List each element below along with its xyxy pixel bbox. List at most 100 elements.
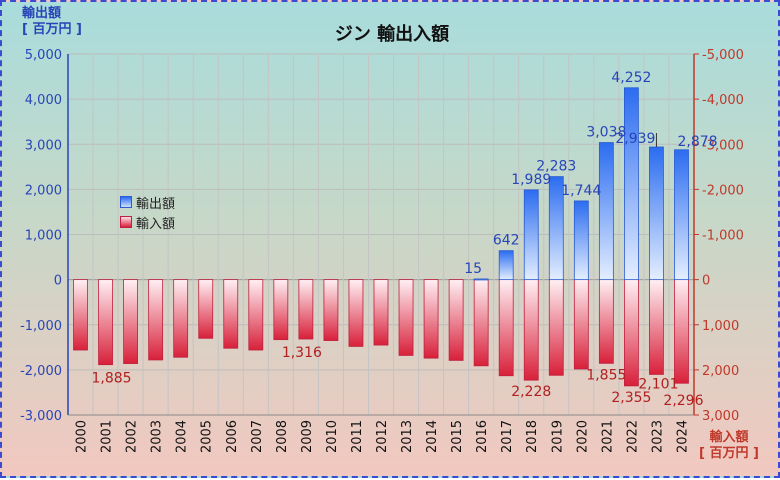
bar-import [548, 279, 564, 376]
data-label-import: 1,316 [282, 345, 322, 361]
data-label-export: 2,283 [536, 159, 576, 175]
bar-import [448, 279, 464, 361]
x-tick-label: 2013 [400, 420, 415, 453]
y-tick-left: 4,000 [25, 93, 62, 108]
bar-import [298, 279, 314, 340]
bar-import [373, 279, 389, 346]
right-unit-line1: 輸入額 [709, 430, 749, 445]
data-label-export: 4,252 [611, 70, 651, 86]
data-label-import: 1,885 [92, 371, 132, 387]
data-label-import: 1,855 [586, 367, 626, 383]
legend-item-import: 輸入額 [120, 212, 175, 232]
bar-import [198, 279, 214, 339]
bar-export [473, 278, 489, 281]
legend-label-export: 輸出額 [136, 196, 176, 212]
y-tick-left: 5,000 [25, 48, 62, 63]
x-tick-label: 2022 [625, 420, 640, 453]
bar-import [473, 279, 489, 367]
x-tick-label: 2021 [600, 420, 615, 453]
bar-import [98, 279, 113, 366]
x-tick-label: 2007 [250, 420, 265, 453]
x-tick-label: 2014 [425, 420, 440, 453]
bar-import [123, 279, 138, 364]
x-tick-label: 2012 [375, 420, 390, 453]
bar-import [523, 279, 539, 381]
data-label-export: 3,038 [586, 125, 626, 141]
data-label-export: 1,744 [561, 183, 601, 199]
bar-import [624, 279, 639, 387]
legend-item-export: 輸出額 [120, 192, 175, 212]
x-tick-label: 2001 [100, 420, 115, 453]
x-tick-label: 2018 [525, 420, 540, 453]
x-tick-label: 2011 [350, 420, 365, 453]
bar-export [548, 176, 564, 281]
bar-import [323, 279, 339, 341]
bar-import [674, 279, 689, 384]
bar-export [649, 146, 664, 281]
data-label-export: 1,989 [511, 172, 551, 188]
y-tick-left: 1,000 [25, 229, 62, 244]
data-label-import: 2,228 [511, 384, 551, 400]
y-tick-left: -1,000 [20, 319, 62, 334]
y-tick-right: -2,000 [702, 183, 744, 198]
y-tick-right: 1,000 [702, 319, 739, 334]
y-tick-left: -2,000 [20, 364, 62, 379]
bar-import [423, 279, 439, 359]
bar-export [498, 250, 514, 281]
x-tick-label: 2008 [275, 420, 290, 453]
x-tick-label: 2005 [200, 420, 215, 453]
data-label-export: 2,939 [615, 131, 655, 147]
chart-title: ジン 輸出入額 [334, 24, 450, 45]
bar-import [598, 279, 614, 364]
data-label-export: 2,878 [677, 134, 717, 150]
bar-import [223, 279, 239, 349]
bar-import [273, 279, 289, 341]
x-tick-label: 2019 [550, 420, 565, 453]
bar-export [523, 189, 539, 281]
left-unit-line1: 輸出額 [22, 6, 62, 21]
legend-swatch-export [120, 196, 132, 208]
y-tick-right: -1,000 [702, 229, 744, 244]
y-tick-right: 0 [702, 274, 710, 289]
data-label-import: 2,296 [663, 393, 703, 409]
y-tick-right: -5,000 [702, 48, 744, 63]
right-unit-line2: [ 百万円 ] [699, 446, 759, 461]
x-tick-label: 2000 [75, 420, 90, 453]
bar-import [248, 279, 264, 351]
y-tick-left: 2,000 [25, 183, 62, 198]
data-label-import: 2,355 [611, 390, 651, 406]
bar-import [398, 279, 414, 356]
legend-swatch-import [120, 216, 132, 228]
data-label-import: 2,101 [638, 376, 678, 392]
bar-export [598, 142, 614, 281]
x-tick-label: 2009 [300, 420, 315, 453]
legend-label-import: 輸入額 [136, 216, 176, 232]
y-tick-right: -3,000 [702, 138, 744, 153]
bar-export [573, 200, 589, 281]
y-tick-left: 0 [54, 274, 62, 289]
x-tick-label: 2002 [125, 420, 140, 453]
bar-import [173, 279, 189, 358]
x-tick-label: 2006 [225, 420, 240, 453]
y-tick-left: 3,000 [25, 138, 62, 153]
data-label-export: 642 [493, 233, 520, 249]
bar-import [73, 279, 88, 351]
left-unit-line2: [ 百万円 ] [22, 22, 82, 37]
y-tick-left: -3,000 [20, 409, 62, 424]
bar-import [649, 279, 664, 375]
right-axis-unit: 輸入額 [ 百万円 ] [699, 430, 759, 462]
x-tick-label: 2015 [450, 420, 465, 453]
x-tick-label: 2024 [675, 420, 690, 453]
x-tick-label: 2010 [325, 420, 340, 453]
y-tick-right: -4,000 [702, 93, 744, 108]
x-tick-label: 2023 [650, 420, 665, 453]
legend: 輸出額 輸入額 [120, 192, 175, 232]
x-tick-label: 2004 [175, 420, 190, 453]
bar-import [498, 279, 514, 377]
data-label-export: 15 [464, 261, 482, 277]
x-tick-label: 2016 [475, 420, 490, 453]
bar-import [573, 279, 589, 370]
y-tick-right: 2,000 [702, 364, 739, 379]
